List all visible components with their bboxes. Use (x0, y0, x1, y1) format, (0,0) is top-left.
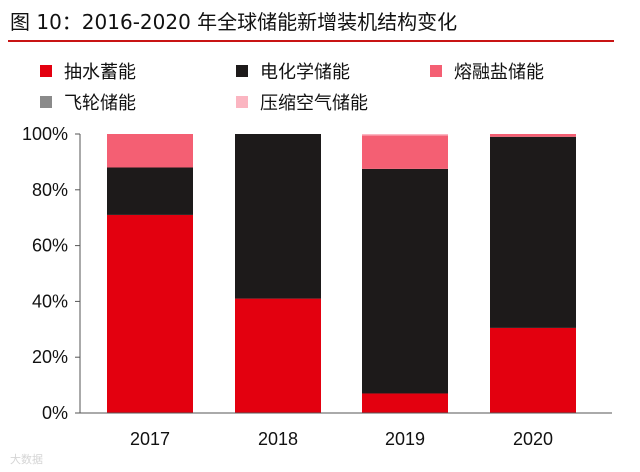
y-tick-label: 40% (32, 291, 68, 311)
legend-item-compressed-air: 压缩空气储能 (236, 89, 368, 115)
bar-segment (362, 135, 448, 169)
legend-swatch-compressed-air (236, 96, 248, 108)
legend-swatch-pumped-hydro (40, 65, 52, 77)
legend-label-molten-salt: 熔融盐储能 (454, 62, 544, 83)
x-tick-label: 2018 (258, 429, 298, 449)
legend-item-flywheel: 飞轮储能 (40, 89, 136, 115)
bar-segment (362, 134, 448, 136)
legend-item-molten-salt: 熔融盐储能 (430, 58, 544, 84)
x-tick-label: 2017 (130, 429, 170, 449)
bar-segment (490, 327, 576, 413)
y-tick-label: 100% (22, 124, 68, 144)
bar-segment (490, 136, 576, 328)
y-tick-label: 20% (32, 347, 68, 367)
legend: 抽水蓄能 电化学储能 熔融盐储能 飞轮储能 压缩空气储能 (0, 0, 640, 120)
bar-segment (490, 134, 576, 137)
bar-segment (235, 298, 321, 413)
bar-segment (235, 134, 321, 299)
y-tick-label: 80% (32, 180, 68, 200)
legend-swatch-electrochemical (236, 65, 248, 77)
x-tick-label: 2019 (385, 429, 425, 449)
watermark: 大数据 (10, 453, 43, 466)
y-tick-label: 0% (42, 403, 68, 423)
legend-label-compressed-air: 压缩空气储能 (260, 93, 368, 114)
bar-segment (107, 214, 193, 413)
x-tick-label: 2020 (513, 429, 553, 449)
legend-swatch-molten-salt (430, 65, 442, 77)
bar-segment (107, 134, 193, 168)
chart-title: 图 10：2016-2020 年全球储能新增装机结构变化 (10, 10, 458, 34)
bar-segment (362, 168, 448, 394)
legend-item-pumped-hydro: 抽水蓄能 (40, 58, 136, 84)
bar-segment (362, 393, 448, 413)
legend-item-electrochemical: 电化学储能 (236, 58, 350, 84)
legend-label-flywheel: 飞轮储能 (64, 93, 136, 114)
title-underline (8, 40, 614, 42)
y-tick-label: 60% (32, 236, 68, 256)
legend-swatch-flywheel (40, 96, 52, 108)
bar-segment (107, 167, 193, 215)
legend-label-pumped-hydro: 抽水蓄能 (64, 62, 136, 83)
legend-label-electrochemical: 电化学储能 (260, 62, 350, 83)
